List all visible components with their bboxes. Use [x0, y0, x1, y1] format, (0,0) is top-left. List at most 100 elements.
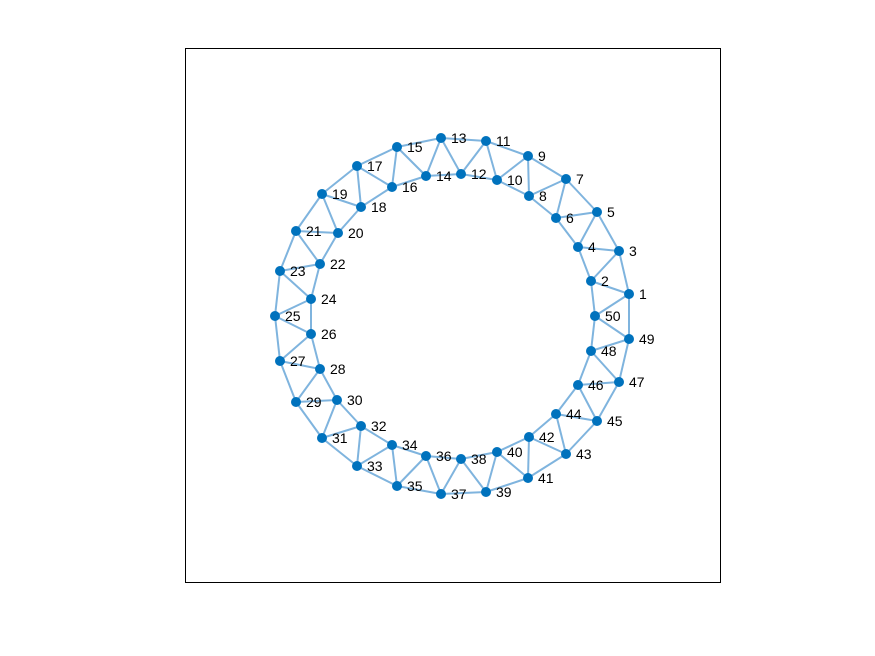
graph-node [436, 133, 446, 143]
node-label: 29 [306, 394, 322, 410]
graph-edge [596, 211, 620, 252]
node-label: 15 [407, 139, 423, 155]
node-label: 28 [330, 361, 346, 377]
graph-edge [577, 246, 592, 282]
graph-edge [440, 491, 487, 495]
node-label: 16 [402, 179, 418, 195]
graph-edge [590, 338, 630, 352]
node-label: 19 [332, 186, 348, 202]
node-label: 39 [496, 484, 512, 500]
graph-edge [321, 425, 362, 439]
graph-node [291, 226, 301, 236]
node-label: 27 [290, 353, 306, 369]
graph-node [315, 259, 325, 269]
labels-layer: 1234567891011121314151617181920212223242… [285, 130, 655, 502]
graph-node [592, 207, 602, 217]
graph-edge [528, 436, 567, 455]
graph-node [306, 329, 316, 339]
graph-node [456, 169, 466, 179]
node-label: 26 [321, 326, 337, 342]
graph-node [392, 481, 402, 491]
graph-edge [356, 165, 393, 188]
node-label: 6 [566, 210, 574, 226]
graph-node [352, 161, 362, 171]
graph-node [275, 266, 285, 276]
graph-edge [356, 146, 398, 167]
graph-edge [577, 381, 620, 386]
node-label: 31 [332, 430, 348, 446]
graph-edge [396, 137, 442, 148]
graph-edge [396, 146, 427, 177]
graph-edge [460, 140, 487, 175]
graph-edge [527, 155, 567, 180]
graph-node [573, 242, 583, 252]
graph-edge [590, 280, 630, 295]
graph-node [317, 189, 327, 199]
node-label: 38 [471, 451, 487, 467]
graph-node [592, 416, 602, 426]
node-label: 20 [348, 225, 364, 241]
graph-edge [356, 425, 362, 467]
node-label: 37 [451, 486, 467, 502]
node-label: 24 [321, 291, 337, 307]
graph-edge [618, 338, 630, 383]
node-label: 7 [576, 171, 584, 187]
node-label: 40 [507, 444, 523, 460]
graph-edge [425, 173, 462, 177]
graph-edge [555, 384, 579, 415]
node-label: 1 [639, 286, 647, 302]
graph-edge [425, 137, 442, 177]
node-label: 12 [471, 166, 487, 182]
graph-node [524, 191, 534, 201]
graph-edge [295, 401, 323, 439]
node-label: 21 [306, 223, 322, 239]
graph-edge [295, 230, 321, 265]
graph-node [332, 395, 342, 405]
graph-edge [321, 437, 358, 467]
graph-node [456, 454, 466, 464]
graph-edge [528, 178, 567, 197]
graph-node [392, 142, 402, 152]
graph-edge [356, 444, 393, 467]
graph-node [624, 334, 634, 344]
node-label: 4 [588, 239, 596, 255]
graph-edge [577, 211, 598, 248]
graph-node [270, 311, 280, 321]
graph-edge [460, 458, 487, 493]
graph-edge [321, 193, 339, 234]
graph-edge [279, 333, 312, 362]
graph-node [481, 136, 491, 146]
graph-edge [496, 155, 529, 181]
graph-node [356, 421, 366, 431]
node-label: 8 [539, 188, 547, 204]
graph-edge [425, 455, 462, 460]
graph-edge [555, 211, 598, 219]
node-label: 32 [371, 418, 387, 434]
node-label: 17 [367, 158, 383, 174]
graph-edge [460, 173, 498, 181]
graph-edge [496, 436, 530, 453]
node-label: 2 [601, 273, 609, 289]
graph-edge [594, 293, 630, 317]
graph-edge [391, 175, 427, 188]
graph-node [523, 473, 533, 483]
node-label: 44 [566, 406, 582, 422]
graph-node [561, 449, 571, 459]
graph-edge [440, 458, 462, 495]
graph-edge [496, 451, 529, 479]
node-label: 13 [451, 130, 467, 146]
graph-node [561, 174, 571, 184]
graph-edge [336, 399, 362, 427]
graph-edge [460, 451, 498, 460]
graph-edge [425, 455, 442, 495]
graph-node [387, 440, 397, 450]
graph-node [551, 213, 561, 223]
graph-edge [440, 137, 462, 175]
graph-edge [596, 381, 620, 422]
graph-edge [555, 413, 567, 455]
nodes-layer [270, 133, 634, 499]
graph-node [306, 294, 316, 304]
plot-frame [185, 48, 721, 583]
graph-edge [295, 193, 323, 232]
